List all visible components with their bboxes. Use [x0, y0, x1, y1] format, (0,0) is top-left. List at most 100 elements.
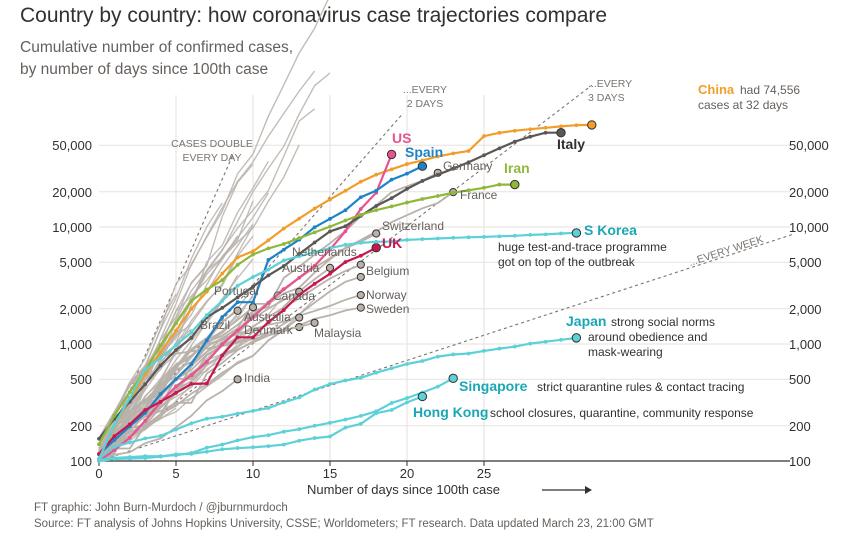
data-point — [328, 229, 332, 234]
data-point — [174, 384, 178, 389]
series-end-marker — [417, 391, 428, 402]
data-point — [158, 343, 163, 348]
series-line — [98, 276, 362, 458]
background-line — [98, 70, 316, 453]
data-point — [528, 341, 533, 346]
data-point — [574, 123, 579, 128]
data-point — [204, 381, 209, 386]
china-note: had 74,556 — [740, 83, 800, 97]
series-line — [98, 171, 439, 449]
data-point — [189, 421, 194, 426]
data-point — [451, 190, 456, 195]
data-point — [297, 438, 302, 443]
data-point — [97, 459, 101, 463]
data-point — [389, 167, 394, 172]
y-tick-label-right: 5,000 — [789, 255, 822, 270]
data-point — [389, 366, 394, 371]
data-point — [112, 457, 117, 461]
data-point — [204, 359, 209, 364]
x-tick-label: 5 — [172, 466, 179, 481]
data-point — [235, 255, 240, 260]
reference-line-label: ...EVERY — [588, 78, 632, 90]
data-point — [435, 236, 440, 241]
data-point — [312, 387, 317, 392]
data-point — [343, 242, 348, 247]
y-tick-label-left: 1,000 — [59, 337, 92, 352]
data-point — [466, 351, 471, 356]
data-point — [358, 207, 363, 211]
label-germany: Germany — [443, 159, 492, 173]
data-point — [143, 382, 148, 387]
data-point — [328, 420, 332, 425]
x-tick-label: 20 — [400, 466, 414, 481]
label-denmark: Denmark — [244, 323, 294, 337]
chart-title: Country by country: how coronavirus case… — [20, 4, 608, 27]
data-point — [389, 239, 394, 244]
data-point — [512, 344, 517, 349]
data-point — [112, 422, 117, 427]
data-point — [127, 390, 132, 395]
reference-line-7d — [98, 234, 793, 462]
data-point — [497, 146, 502, 151]
data-point — [235, 411, 240, 416]
data-point — [220, 278, 225, 283]
data-point — [358, 179, 363, 184]
data-point — [281, 442, 286, 447]
series-malaysia — [98, 318, 319, 449]
data-point — [281, 264, 286, 268]
data-point — [174, 348, 178, 352]
data-point — [174, 377, 178, 382]
series-end-marker — [310, 318, 319, 327]
series-line — [98, 316, 300, 459]
data-point — [266, 246, 271, 251]
data-point — [451, 235, 456, 240]
data-point — [435, 354, 440, 359]
data-point — [312, 436, 317, 440]
data-point — [266, 320, 271, 324]
data-point — [374, 208, 379, 213]
data-point — [158, 433, 163, 438]
data-point — [266, 444, 271, 449]
series-lines — [97, 120, 597, 463]
series-us — [97, 149, 397, 463]
data-point — [420, 197, 425, 201]
data-point — [343, 208, 348, 213]
japan-note-line: strong social norms — [611, 315, 715, 329]
series-end-marker — [356, 303, 365, 312]
data-point — [358, 240, 363, 245]
data-point — [420, 359, 425, 363]
data-point — [143, 367, 148, 372]
data-point — [143, 456, 148, 460]
data-point — [358, 195, 363, 200]
subtitle-line-2: by number of days since 100th case — [20, 61, 269, 78]
series-end-marker — [233, 375, 242, 384]
y-tick-label-right: 10,000 — [789, 220, 829, 235]
data-point — [312, 250, 317, 255]
data-point — [158, 355, 163, 360]
series-end-marker — [233, 306, 242, 315]
data-point — [559, 231, 563, 236]
data-point — [158, 392, 163, 396]
y-axis-labels: 100 100 200 200 500 500 1,000 1,000 2,000 2,000 5,… — [52, 138, 829, 469]
y-tick-label-right: 200 — [789, 419, 811, 434]
data-point — [328, 246, 332, 251]
data-point — [466, 188, 471, 193]
data-point — [405, 171, 409, 176]
data-point — [251, 409, 255, 413]
series-s-korea — [97, 228, 582, 461]
series-end-marker — [448, 373, 458, 384]
series-end-marker — [295, 313, 304, 322]
data-point — [235, 328, 240, 333]
data-point — [435, 194, 440, 198]
data-point — [543, 232, 548, 237]
data-point — [251, 445, 255, 450]
data-point — [143, 436, 148, 441]
series-australia — [98, 313, 304, 459]
data-point — [543, 130, 548, 135]
data-point — [112, 444, 117, 449]
reference-line-label: ...EVERY — [403, 84, 447, 96]
data-point — [127, 422, 132, 427]
label-singapore: Singapore — [459, 378, 528, 394]
data-point — [328, 224, 332, 229]
data-point — [297, 216, 302, 221]
